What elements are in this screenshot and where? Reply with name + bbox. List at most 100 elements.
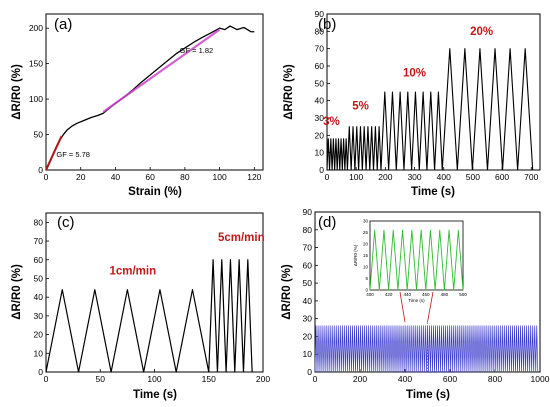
panel-label: (d) xyxy=(318,214,336,231)
inset-x-tick-label: 460 xyxy=(422,292,430,297)
y-tick-label: 0 xyxy=(38,165,43,175)
inset-x-axis-label: Time (s) xyxy=(408,298,425,303)
signal-trace xyxy=(314,325,539,373)
y-tick-label: 10 xyxy=(34,348,44,358)
inset-x-tick-label: 400 xyxy=(366,292,374,297)
y-tick-label: 50 xyxy=(34,273,44,283)
inset-x-tick-label: 480 xyxy=(441,292,449,297)
x-tick-label: 40 xyxy=(111,172,121,182)
x-tick-label: 60 xyxy=(145,172,155,182)
x-tick-label: 0 xyxy=(44,374,49,384)
x-tick-label: 150 xyxy=(202,374,216,384)
y-tick-label: 100 xyxy=(29,94,43,104)
y-tick-label: 70 xyxy=(315,44,325,54)
y-axis-label: ΔR/R0 (%) xyxy=(283,64,295,120)
x-tick-label: 1000 xyxy=(531,374,550,384)
x-tick-label: 500 xyxy=(466,172,480,182)
panel-label: (c) xyxy=(57,214,75,231)
x-tick-label: 100 xyxy=(349,172,363,182)
segment-label: 10% xyxy=(403,67,426,79)
x-tick-label: 200 xyxy=(256,374,270,384)
y-axis-label: ΔR/R0 (%) xyxy=(11,264,23,320)
y-tick-label: 150 xyxy=(29,59,43,69)
y-tick-label: 50 xyxy=(315,78,325,88)
fit-line-high xyxy=(102,28,221,113)
y-tick-label: 10 xyxy=(315,148,325,158)
x-tick-label: 20 xyxy=(76,172,86,182)
y-axis-label: ΔR/R0 (%) xyxy=(11,64,23,120)
x-tick-label: 100 xyxy=(213,172,227,182)
y-tick-label: 40 xyxy=(34,292,44,302)
panel-b: 0 100 200 300 400 500 600 700 0 10 20 30 40 50 60 70 80 9… xyxy=(283,9,541,198)
x-axis-label: Time (s) xyxy=(411,186,455,198)
x-axis-label: Strain (%) xyxy=(128,186,182,198)
inset: 400 420 440 460 480 500 0 5 10 15 20 25 30 Time (s) ΔR… xyxy=(353,219,467,372)
annotation-gf-high: GF = 1.82 xyxy=(180,46,214,55)
y-tick-label: 60 xyxy=(315,61,325,71)
y-axis-label: ΔR/R0 (%) xyxy=(281,264,293,320)
y-tick-label: 80 xyxy=(303,225,313,235)
y-tick-label: 0 xyxy=(307,367,312,377)
signal-trace xyxy=(326,48,534,171)
signal-trace xyxy=(45,259,253,373)
strain-curve xyxy=(45,25,255,171)
segment-label: 5cm/min xyxy=(218,232,265,244)
zoom-connector-left xyxy=(399,291,406,323)
y-tick-label: 0 xyxy=(319,165,324,175)
y-tick-label: 200 xyxy=(29,23,43,33)
inset-y-tick-label: 30 xyxy=(363,219,369,224)
inset-y-tick-label: 15 xyxy=(363,253,369,258)
y-tick-label: 60 xyxy=(303,260,313,270)
segment-label: 5% xyxy=(352,100,369,112)
inset-x-tick-label: 420 xyxy=(385,292,393,297)
y-tick-label: 20 xyxy=(303,331,313,341)
x-tick-label: 0 xyxy=(44,172,49,182)
x-tick-label: 80 xyxy=(180,172,190,182)
panel-label: (b) xyxy=(318,16,336,33)
x-tick-label: 400 xyxy=(398,374,412,384)
x-tick-label: 200 xyxy=(353,374,367,384)
y-tick-label: 80 xyxy=(315,26,325,36)
x-tick-label: 600 xyxy=(443,374,457,384)
x-axis-label: Time (s) xyxy=(133,389,177,401)
x-tick-label: 700 xyxy=(524,172,538,182)
annotation-gf-low: GF = 5.78 xyxy=(56,150,90,159)
panel-label: (a) xyxy=(54,16,72,33)
segment-label: 3% xyxy=(323,116,340,128)
panel-c: 0 50 100 150 200 0 10 20 30 40 50 60 70 80 Time (s) ΔR/… xyxy=(11,212,270,401)
y-tick-label: 30 xyxy=(303,314,313,324)
inset-x-tick-label: 440 xyxy=(403,292,411,297)
x-tick-label: 600 xyxy=(495,172,509,182)
inset-y-axis-label: ΔR/R0 (%) xyxy=(353,244,358,266)
fit-line-low xyxy=(45,135,63,171)
inset-trace xyxy=(369,229,464,291)
inset-x-tick-label: 500 xyxy=(459,292,467,297)
x-tick-label: 300 xyxy=(407,172,421,182)
inset-y-tick-label: 0 xyxy=(365,288,368,293)
inset-y-tick-label: 20 xyxy=(363,242,369,247)
y-tick-label: 10 xyxy=(303,349,313,359)
x-tick-label: 100 xyxy=(147,374,161,384)
plot-frame xyxy=(45,13,264,171)
x-tick-label: 120 xyxy=(247,172,261,182)
panel-d: 0 200 400 600 800 10000102030405060708090Time… xyxy=(281,207,550,401)
y-tick-label: 50 xyxy=(34,130,44,140)
y-tick-label: 30 xyxy=(34,311,44,321)
zoom-connector-right xyxy=(427,291,434,323)
inset-y-tick-label: 25 xyxy=(363,230,369,235)
y-tick-label: 50 xyxy=(303,278,313,288)
y-tick-label: 30 xyxy=(315,113,325,123)
inset-y-tick-label: 5 xyxy=(365,276,368,281)
y-tick-label: 90 xyxy=(303,207,313,217)
y-tick-label: 20 xyxy=(315,130,325,140)
x-axis-label: Time (s) xyxy=(406,389,450,401)
x-tick-label: 800 xyxy=(488,374,502,384)
y-tick-label: 0 xyxy=(38,367,43,377)
panel-a: 0 20 40 60 80 100 120 0 50 100 150 200 Strain (%) ΔR/… xyxy=(11,13,264,198)
plot-frame xyxy=(326,13,541,171)
y-tick-label: 80 xyxy=(34,217,44,227)
segment-label: 20% xyxy=(470,26,493,38)
y-tick-label: 70 xyxy=(303,243,313,253)
